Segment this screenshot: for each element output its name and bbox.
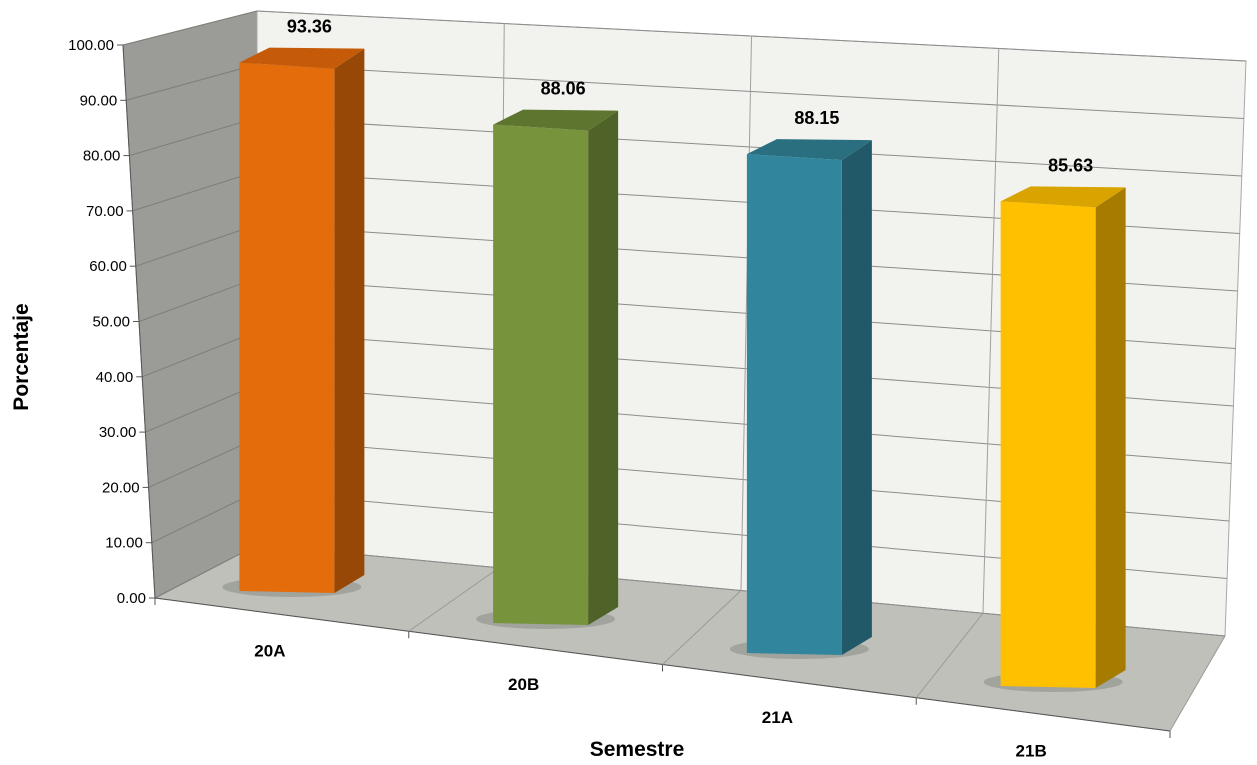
y-axis-line bbox=[122, 44, 156, 599]
bar-20B bbox=[476, 109, 619, 629]
y-tick-label: 70.00 bbox=[86, 203, 124, 220]
side-gridline bbox=[148, 437, 258, 488]
y-tick-label: 40.00 bbox=[96, 369, 134, 386]
x-axis: 20A 20B 21A 21B bbox=[154, 567, 1171, 760]
side-wall bbox=[122, 10, 258, 599]
data-label: 88.06 bbox=[541, 79, 586, 99]
data-label: 93.36 bbox=[287, 17, 332, 37]
y-tick-label: 20.00 bbox=[102, 479, 140, 496]
bar-top-face bbox=[746, 139, 872, 161]
side-gridline bbox=[122, 10, 258, 46]
x-tick-label: 21A bbox=[762, 708, 793, 727]
bar-21B bbox=[983, 186, 1126, 692]
side-gridline bbox=[142, 330, 258, 378]
bar-side-face bbox=[334, 48, 365, 594]
x-tick-label: 20B bbox=[508, 675, 539, 694]
side-gridline bbox=[129, 117, 258, 157]
bar-front-face bbox=[239, 62, 335, 594]
x-axis-title: Semestre bbox=[590, 738, 685, 761]
y-tick-label: 90.00 bbox=[80, 92, 118, 109]
bar-top-face bbox=[1000, 186, 1126, 208]
side-gridline bbox=[126, 63, 258, 101]
y-tick-label: 80.00 bbox=[83, 148, 121, 165]
floor-divider bbox=[408, 567, 500, 632]
floor-divider bbox=[915, 612, 984, 699]
y-tick-label: 30.00 bbox=[99, 424, 137, 441]
bar-front-face bbox=[746, 154, 842, 656]
y-tick-label: 100.00 bbox=[68, 37, 114, 54]
side-gridline bbox=[135, 224, 258, 267]
vertical-gridline bbox=[982, 48, 1000, 614]
bar-21A bbox=[729, 139, 872, 659]
floor-divider bbox=[662, 590, 742, 665]
data-label: 88.15 bbox=[794, 108, 839, 128]
bar-side-face bbox=[588, 110, 619, 626]
bar-front-face bbox=[493, 124, 589, 626]
y-tick-label: 0.00 bbox=[117, 590, 146, 607]
vertical-gridline bbox=[740, 35, 752, 591]
y-tick-label: 50.00 bbox=[92, 314, 130, 331]
bar-front-face bbox=[1000, 201, 1096, 688]
side-gridline bbox=[138, 277, 258, 322]
y-axis-title: Porcentaje bbox=[10, 303, 33, 410]
bar-top-face bbox=[493, 109, 619, 131]
bar-20A bbox=[222, 47, 365, 597]
bar-side-face bbox=[841, 140, 872, 656]
side-gridline bbox=[145, 384, 258, 433]
x-tick-label: 20A bbox=[254, 642, 285, 661]
side-gridline bbox=[132, 170, 258, 212]
bar-side-face bbox=[1095, 187, 1126, 688]
y-axis: 0.00 10.00 20.00 30.00 40.00 50.00 60.00 70.00 8… bbox=[68, 37, 156, 607]
data-label: 85.63 bbox=[1048, 155, 1093, 175]
bar-top-face bbox=[239, 47, 365, 69]
x-tick-label: 21B bbox=[1016, 741, 1047, 760]
y-tick-label: 10.00 bbox=[105, 535, 143, 552]
y-tick-label: 60.00 bbox=[89, 258, 127, 275]
bars bbox=[222, 47, 1126, 692]
data-labels: 93.36 88.06 88.15 85.63 bbox=[287, 17, 1093, 176]
